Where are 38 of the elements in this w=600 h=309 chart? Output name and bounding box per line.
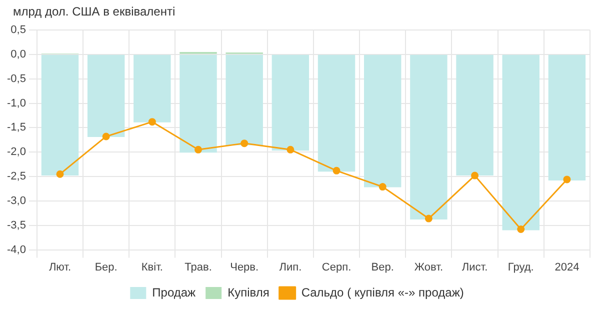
x-tick-label: Лют. xyxy=(48,261,72,274)
x-tick-label: Вер. xyxy=(371,261,394,274)
point xyxy=(424,214,432,222)
y-axis-title: млрд дол. США в еквіваленті xyxy=(13,4,176,18)
y-tick-label: 0,5 xyxy=(10,24,26,36)
y-tick-label: 0,0 xyxy=(10,48,26,60)
x-tick-label: Черв. xyxy=(230,261,259,274)
point xyxy=(194,146,202,154)
legend-label: Купівля xyxy=(228,285,270,300)
x-tick-label: Жовт. xyxy=(414,261,444,274)
y-tick-label: -2,5 xyxy=(6,170,26,183)
legend-label: Продаж xyxy=(152,285,196,300)
y-tick-label: -1,5 xyxy=(6,122,26,134)
y-tick-label: -1,0 xyxy=(6,97,26,110)
legend-label: Сальдо ( купівля «-» продаж) xyxy=(301,285,464,300)
point xyxy=(563,176,571,184)
point xyxy=(102,132,110,140)
point xyxy=(471,172,479,180)
x-tick-label: Квіт. xyxy=(141,261,163,274)
x-tick-label: Груд. xyxy=(508,261,534,274)
point xyxy=(240,140,248,148)
point xyxy=(148,118,156,126)
point xyxy=(56,170,64,178)
y-tick-label: -3,5 xyxy=(6,219,26,232)
y-tick-label: -2,0 xyxy=(6,146,26,158)
point xyxy=(517,226,525,234)
y-tick-label: -0,5 xyxy=(6,72,26,85)
x-tick-label: 2024 xyxy=(554,261,580,274)
x-tick-label: Лип. xyxy=(279,261,302,274)
x-tick-label: Лист. xyxy=(462,261,488,274)
y-tick-label: -4,0 xyxy=(6,244,26,256)
y-tick-label: -3,0 xyxy=(6,194,26,207)
point xyxy=(332,166,340,174)
point xyxy=(378,183,386,191)
x-tick-label: Трав. xyxy=(184,261,212,274)
point xyxy=(286,146,294,154)
x-tick-label: Серп. xyxy=(322,261,352,274)
x-tick-label: Бер. xyxy=(94,261,118,274)
